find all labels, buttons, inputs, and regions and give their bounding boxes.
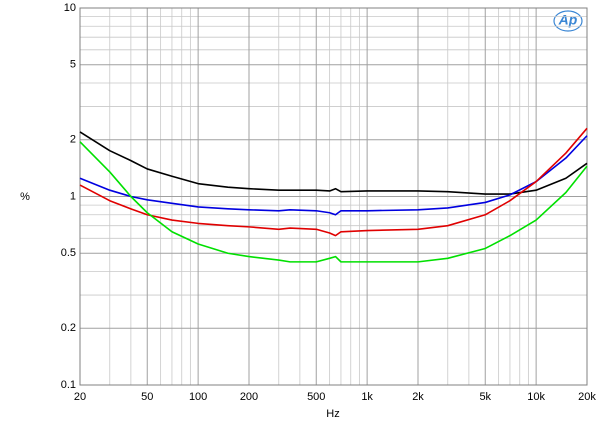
x-tick-label: 10k	[527, 391, 545, 403]
logo: Ap	[558, 12, 578, 28]
y-tick-label: 0.2	[61, 322, 76, 334]
plot-frame	[79, 7, 588, 386]
y-axis-label: %	[20, 191, 30, 203]
x-tick-label: 500	[307, 391, 325, 403]
x-tick-label: 100	[189, 391, 207, 403]
x-tick-label: 20k	[578, 391, 596, 403]
series-line	[79, 135, 588, 216]
series-line	[79, 141, 588, 263]
x-tick-label: 1k	[361, 391, 373, 403]
logo-ring	[553, 10, 583, 32]
y-tick-label: 2	[70, 134, 76, 146]
x-tick-label: 20	[74, 391, 86, 403]
x-tick-label: 50	[141, 391, 153, 403]
y-tick-label: 1	[70, 190, 76, 202]
x-tick-label: 2k	[412, 391, 424, 403]
y-tick-label: 5	[70, 59, 76, 71]
y-tick-label: 0.1	[61, 379, 76, 391]
series-line	[79, 131, 588, 195]
series-line	[79, 127, 588, 237]
y-tick-label: 10	[64, 2, 76, 14]
x-tick-label: 5k	[479, 391, 491, 403]
x-tick-label: 200	[240, 391, 258, 403]
x-axis-label: Hz	[326, 408, 339, 420]
y-tick-label: 0.5	[61, 247, 76, 259]
